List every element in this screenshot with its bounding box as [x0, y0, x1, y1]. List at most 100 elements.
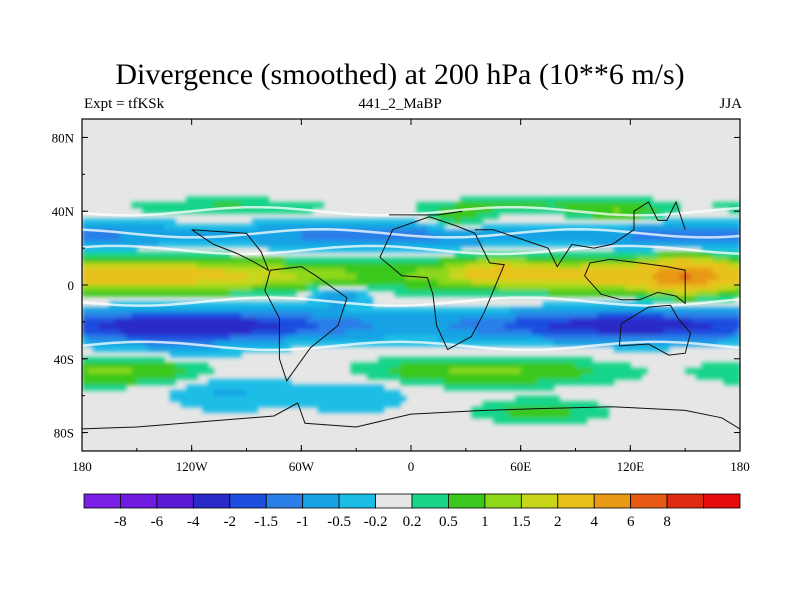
- field-cell: [405, 356, 412, 364]
- field-cell: [487, 334, 494, 341]
- field-cell: [597, 301, 604, 308]
- field-cell: [224, 273, 231, 281]
- field-cell: [219, 207, 226, 214]
- field-cell: [213, 235, 220, 242]
- field-cell: [630, 273, 637, 281]
- field-cell: [301, 257, 308, 264]
- field-cell: [476, 213, 483, 220]
- field-cell: [312, 334, 319, 341]
- field-cell: [230, 390, 237, 397]
- field-cell: [284, 340, 291, 347]
- field-cell: [114, 262, 121, 269]
- field-cell: [718, 285, 725, 292]
- field-cell: [345, 318, 352, 325]
- field-cell: [718, 224, 725, 231]
- field-cell: [427, 312, 434, 319]
- field-cell: [186, 262, 193, 269]
- field-cell: [345, 218, 352, 225]
- field-cell: [213, 229, 220, 236]
- field-cell: [284, 273, 291, 281]
- field-cell: [509, 417, 516, 424]
- field-cell: [186, 224, 193, 231]
- field-cell: [542, 229, 549, 236]
- field-cell: [317, 229, 324, 236]
- field-cell: [323, 323, 330, 330]
- field-cell: [268, 334, 275, 341]
- field-cell: [361, 329, 368, 336]
- field-cell: [432, 379, 440, 386]
- field-cell: [432, 202, 440, 209]
- field-cell: [208, 323, 215, 330]
- field-cell: [230, 384, 237, 391]
- field-cell: [131, 290, 138, 297]
- field-cell: [131, 329, 138, 336]
- field-cell: [718, 323, 725, 330]
- field-cell: [443, 213, 450, 220]
- field-cell: [219, 262, 226, 269]
- field-cell: [542, 406, 549, 413]
- field-cell: [290, 384, 297, 391]
- field-cell: [120, 235, 127, 242]
- field-cell: [262, 301, 270, 308]
- field-cell: [668, 235, 675, 242]
- field-cell: [175, 318, 182, 325]
- field-cell: [641, 285, 648, 292]
- field-cell: [504, 207, 511, 214]
- field-cell: [438, 273, 445, 281]
- field-cell: [175, 345, 182, 352]
- field-cell: [449, 285, 456, 292]
- field-cell: [202, 390, 209, 397]
- field-cell: [646, 196, 653, 203]
- field-cell: [213, 312, 220, 319]
- field-cell: [432, 312, 440, 319]
- field-cell: [389, 318, 396, 325]
- field-cell: [729, 379, 736, 386]
- field-cell: [109, 312, 116, 319]
- field-cell: [712, 362, 719, 369]
- field-cell: [158, 356, 165, 364]
- field-cell: [103, 273, 111, 281]
- field-cell: [169, 224, 176, 231]
- field-cell: [619, 290, 626, 297]
- field-cell: [575, 406, 582, 413]
- field-cell: [465, 235, 472, 242]
- field-cell: [164, 323, 171, 330]
- field-cell: [646, 235, 653, 242]
- field-cell: [235, 312, 242, 319]
- field-cell: [685, 279, 692, 286]
- field-cell: [427, 213, 434, 220]
- field-cell: [421, 229, 429, 236]
- field-cell: [197, 368, 204, 375]
- field-cell: [597, 224, 604, 231]
- field-cell: [257, 240, 264, 247]
- field-cell: [202, 384, 209, 391]
- field-cell: [531, 340, 538, 347]
- field-cell: [153, 262, 160, 269]
- field-cell: [251, 257, 259, 264]
- field-cell: [520, 307, 527, 314]
- field-cell: [345, 390, 352, 397]
- field-cell: [443, 368, 450, 375]
- field-cell: [323, 235, 330, 242]
- field-cell: [262, 323, 270, 330]
- field-cell: [482, 268, 489, 275]
- field-cell: [284, 395, 291, 402]
- right-subtitle: JJA: [719, 96, 742, 112]
- field-cell: [427, 356, 434, 364]
- field-cell: [465, 251, 472, 258]
- field-cell: [624, 329, 631, 336]
- field-cell: [602, 362, 609, 369]
- field-cell: [482, 384, 489, 391]
- field-cell: [432, 362, 440, 369]
- field-cell: [575, 356, 582, 364]
- field-cell: [564, 334, 571, 341]
- field-cell: [707, 340, 714, 347]
- field-cell: [624, 268, 631, 275]
- field-cell: [471, 218, 478, 225]
- field-cell: [460, 312, 467, 319]
- field-cell: [707, 307, 714, 314]
- field-cell: [580, 213, 588, 220]
- field-cell: [257, 268, 264, 275]
- field-cell: [268, 240, 275, 247]
- field-cell: [619, 224, 626, 231]
